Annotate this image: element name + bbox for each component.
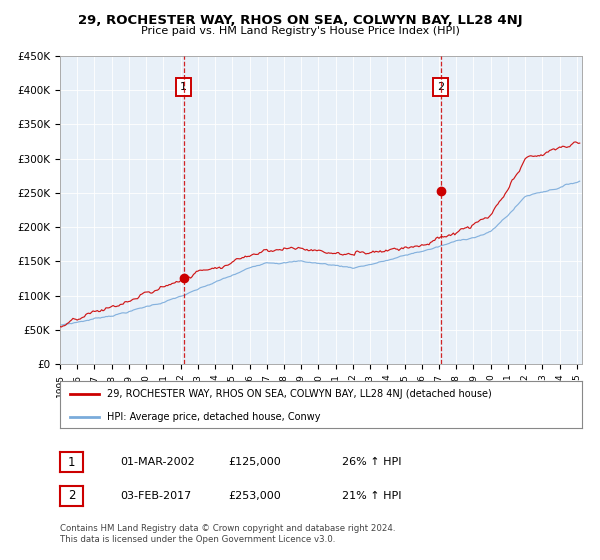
Text: Contains HM Land Registry data © Crown copyright and database right 2024.: Contains HM Land Registry data © Crown c… — [60, 524, 395, 533]
Text: 29, ROCHESTER WAY, RHOS ON SEA, COLWYN BAY, LL28 4NJ: 29, ROCHESTER WAY, RHOS ON SEA, COLWYN B… — [77, 14, 523, 27]
Text: 29, ROCHESTER WAY, RHOS ON SEA, COLWYN BAY, LL28 4NJ (detached house): 29, ROCHESTER WAY, RHOS ON SEA, COLWYN B… — [107, 389, 492, 399]
Text: £125,000: £125,000 — [228, 457, 281, 467]
Text: 2: 2 — [437, 82, 444, 92]
Text: £253,000: £253,000 — [228, 491, 281, 501]
Text: 1: 1 — [68, 455, 75, 469]
Text: 03-FEB-2017: 03-FEB-2017 — [120, 491, 191, 501]
Text: This data is licensed under the Open Government Licence v3.0.: This data is licensed under the Open Gov… — [60, 535, 335, 544]
Text: 26% ↑ HPI: 26% ↑ HPI — [342, 457, 401, 467]
Text: 1: 1 — [180, 82, 187, 92]
Text: Price paid vs. HM Land Registry's House Price Index (HPI): Price paid vs. HM Land Registry's House … — [140, 26, 460, 36]
Text: 01-MAR-2002: 01-MAR-2002 — [120, 457, 195, 467]
Text: 21% ↑ HPI: 21% ↑ HPI — [342, 491, 401, 501]
Text: HPI: Average price, detached house, Conwy: HPI: Average price, detached house, Conw… — [107, 412, 320, 422]
Text: 2: 2 — [68, 489, 75, 502]
